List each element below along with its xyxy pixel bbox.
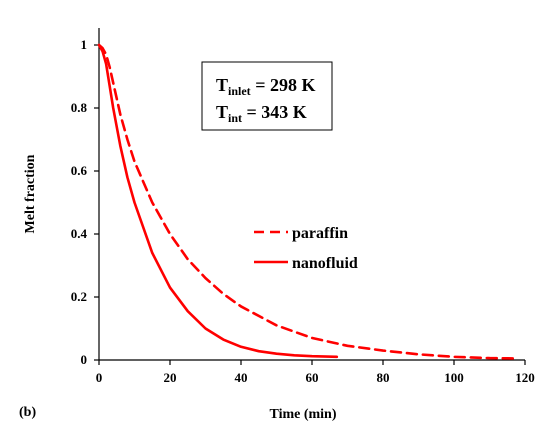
annotation-subscript-2: int bbox=[228, 111, 242, 125]
annotation-border bbox=[201, 61, 333, 131]
tick-layer: 0 20 40 60 80 100 120 0 0.2 0.4 0.6 0.8 1 bbox=[71, 37, 535, 385]
annotation-subscript-1: inlet bbox=[228, 84, 251, 98]
y-tick-label-2: 0.4 bbox=[71, 226, 88, 241]
y-tick-label-1: 0.2 bbox=[71, 289, 87, 304]
series-line-paraffin bbox=[97, 43, 516, 360]
x-tick-label-4: 80 bbox=[377, 370, 390, 385]
legend-label-nanofluid: nanofluid bbox=[292, 255, 358, 272]
annotation-box: Tinlet = 298 K Tint = 343 K bbox=[201, 61, 333, 131]
y-tick-label-0: 0 bbox=[81, 352, 88, 367]
x-tick-label-0: 0 bbox=[96, 370, 103, 385]
annotation-rest-1: = 298 K bbox=[251, 75, 316, 95]
legend: paraffin nanofluid bbox=[254, 225, 358, 272]
panel-label: (b) bbox=[19, 405, 36, 420]
series-line-nanofluid bbox=[97, 43, 339, 359]
x-tick-label-1: 20 bbox=[164, 370, 177, 385]
annotation-line-2: Tint = 343 K bbox=[216, 102, 307, 125]
annotation-line-1: Tinlet = 298 K bbox=[216, 75, 315, 98]
x-tick-label-6: 120 bbox=[515, 370, 535, 385]
legend-label-paraffin: paraffin bbox=[292, 225, 348, 242]
x-axis-title: Time (min) bbox=[269, 407, 336, 422]
x-tick-label-5: 100 bbox=[444, 370, 464, 385]
y-axis-title: Melt fraction bbox=[23, 154, 38, 233]
y-tick-label-4: 0.8 bbox=[71, 100, 88, 115]
x-tick-label-3: 60 bbox=[306, 370, 319, 385]
series-layer bbox=[97, 43, 516, 360]
annotation-rest-2: = 343 K bbox=[242, 102, 307, 122]
y-tick-label-3: 0.6 bbox=[71, 163, 88, 178]
annotation-symbol-1: T bbox=[216, 75, 228, 95]
y-tick-label-5: 1 bbox=[81, 37, 88, 52]
x-tick-label-2: 40 bbox=[235, 370, 248, 385]
annotation-symbol-2: T bbox=[216, 102, 228, 122]
